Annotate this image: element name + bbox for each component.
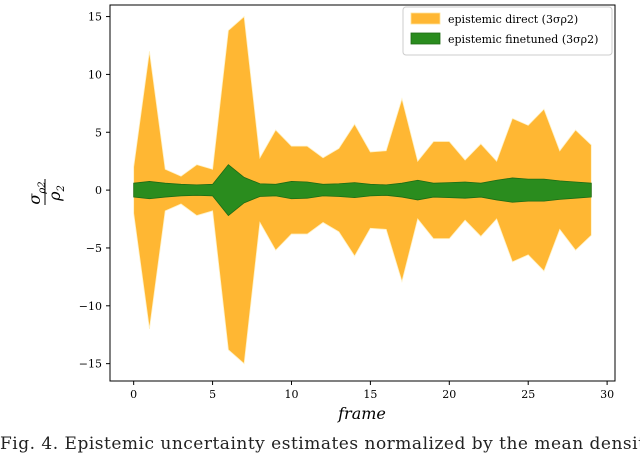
x-tick-label: 10 — [284, 388, 298, 401]
uncertainty-bands — [133, 15, 592, 365]
y-axis-label: σρ2 ρ2 — [25, 179, 67, 205]
x-tick-label: 30 — [600, 388, 614, 401]
legend-label-finetuned: epistemic finetuned (3σρ2) — [448, 33, 598, 46]
y-tick-label: 0 — [95, 184, 102, 197]
chart: 0 5 10 15 20 25 30 −15 −10 −5 0 5 10 15 frame σρ2 ρ2… — [25, 4, 616, 423]
band-epistemic-finetuned — [133, 164, 592, 217]
figure-caption: Fig. 4. Epistemic uncertainty estimates … — [0, 434, 640, 454]
legend-swatch-direct — [410, 12, 441, 25]
y-tick-label: 10 — [88, 68, 102, 81]
x-tick-label: 0 — [130, 388, 137, 401]
y-tick-label: 15 — [88, 11, 102, 24]
svg-text:ρ2: ρ2 — [45, 185, 67, 202]
x-axis-ticks: 0 5 10 15 20 25 30 — [130, 381, 614, 401]
plot-frame — [109, 4, 616, 382]
legend-swatch-finetuned — [410, 32, 441, 45]
x-axis-label: frame — [337, 404, 386, 423]
x-tick-label: 20 — [442, 388, 456, 401]
y-axis-ticks: −15 −10 −5 0 5 10 15 — [79, 11, 110, 371]
y-tick-label: −5 — [86, 242, 102, 255]
y-tick-label: −15 — [79, 358, 102, 371]
x-tick-label: 25 — [521, 388, 535, 401]
y-tick-label: −10 — [79, 300, 102, 313]
legend-label-direct: epistemic direct (3σρ2) — [448, 13, 578, 26]
legend: epistemic direct (3σρ2) epistemic finetu… — [402, 6, 613, 56]
y-tick-label: 5 — [95, 126, 102, 139]
x-tick-label: 5 — [209, 388, 216, 401]
legend-box — [402, 6, 613, 56]
x-tick-label: 15 — [363, 388, 377, 401]
